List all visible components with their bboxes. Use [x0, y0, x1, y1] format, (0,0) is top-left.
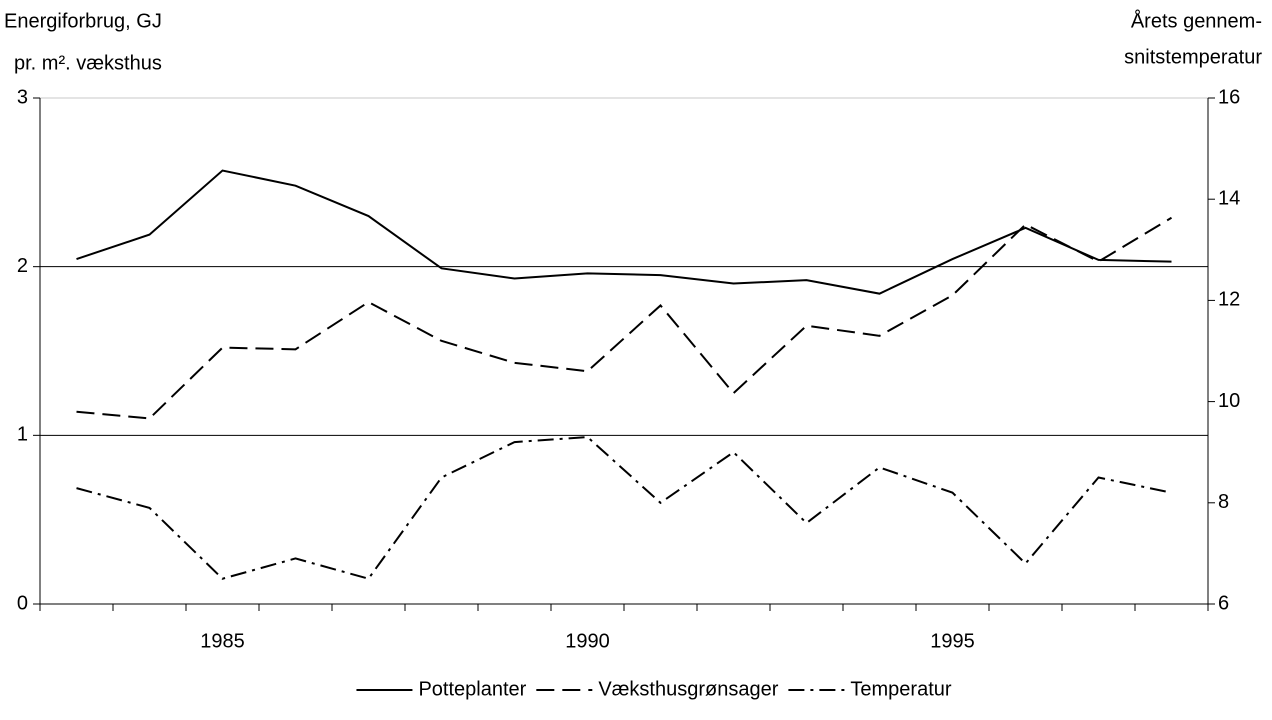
- series-line: [76, 216, 1173, 420]
- x-tick-label: 1990: [565, 630, 610, 652]
- y-tick-label: 1: [17, 424, 28, 446]
- legend-label: Temperatur: [850, 678, 951, 700]
- y-axis-title: Energiforbrug, GJ: [4, 10, 162, 32]
- series-line: [76, 169, 1172, 295]
- y-tick-label: 0: [17, 592, 28, 614]
- series-line: [76, 435, 1172, 580]
- y-axis-title: pr. m². væksthus: [14, 52, 162, 74]
- y2-tick-label: 6: [1218, 592, 1229, 614]
- y2-tick-label: 14: [1218, 187, 1240, 209]
- y2-tick-label: 8: [1218, 491, 1229, 513]
- legend-label: Væksthusgrønsager: [598, 678, 778, 700]
- y2-tick-label: 12: [1218, 289, 1240, 311]
- y-tick-label: 2: [17, 255, 28, 277]
- y2-tick-label: 10: [1218, 390, 1240, 412]
- y-tick-label: 3: [17, 86, 28, 108]
- x-tick-label: 1985: [200, 630, 245, 652]
- y2-tick-label: 16: [1218, 86, 1240, 108]
- x-tick-label: 1995: [930, 630, 975, 652]
- legend-label: Potteplanter: [418, 678, 526, 700]
- y2-axis-title: Årets gennem-: [1131, 9, 1262, 32]
- y2-axis-title: snitstemperatur: [1124, 46, 1262, 68]
